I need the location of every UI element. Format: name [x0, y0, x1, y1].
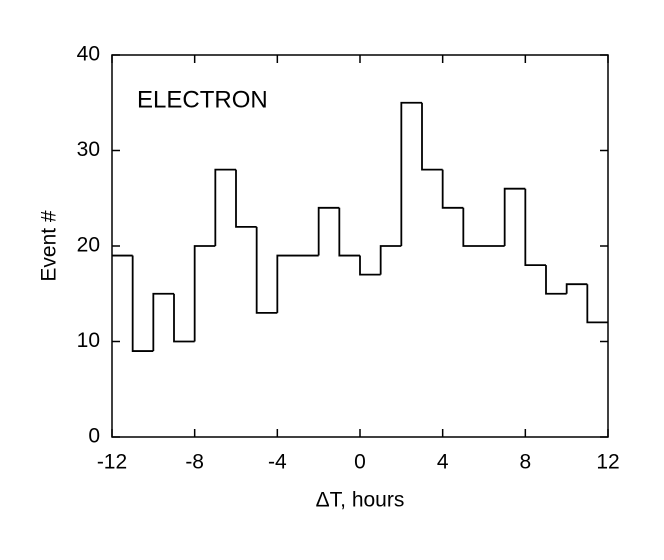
histogram-bar	[193, 245, 216, 342]
y-axis-label: Event #	[38, 210, 61, 282]
histogram-bar	[400, 101, 422, 246]
histogram-bar	[379, 245, 402, 275]
histogram-bar	[421, 102, 443, 171]
x-tick-label: 12	[596, 451, 619, 474]
y-tick-label: 30	[77, 138, 100, 161]
histogram-bar	[214, 168, 236, 246]
x-tick-label: -4	[268, 451, 287, 474]
histogram-bar	[524, 188, 546, 266]
annotation: ELECTRON	[137, 86, 268, 113]
x-axis-label: ΔT, hours	[316, 489, 405, 512]
histogram-bar	[565, 283, 588, 294]
x-tick-label: 4	[437, 451, 449, 474]
histogram-bar	[503, 187, 526, 246]
histogram-bar	[131, 255, 154, 352]
histogram-bar	[441, 169, 464, 209]
histogram-bar	[235, 169, 257, 228]
histogram-bar	[359, 255, 381, 276]
y-tick-label: 20	[77, 234, 100, 257]
histogram-bar	[586, 284, 608, 324]
histogram-bar	[462, 207, 484, 247]
histogram-bar	[173, 293, 195, 343]
histogram-bar	[338, 207, 360, 257]
x-tick-label: 8	[519, 451, 531, 474]
histogram-bar	[545, 265, 567, 295]
y-tick-label: 40	[77, 43, 100, 66]
histogram-bar	[276, 254, 298, 313]
x-tick-label: 0	[354, 451, 366, 474]
histogram-bar	[152, 292, 174, 352]
x-tick-label: -8	[185, 451, 204, 474]
histogram-bar	[317, 206, 340, 256]
x-tick-label: -12	[97, 451, 127, 474]
y-tick-label: 10	[77, 329, 100, 352]
histogram-bar	[255, 226, 278, 314]
y-tick-label: 0	[88, 425, 100, 448]
